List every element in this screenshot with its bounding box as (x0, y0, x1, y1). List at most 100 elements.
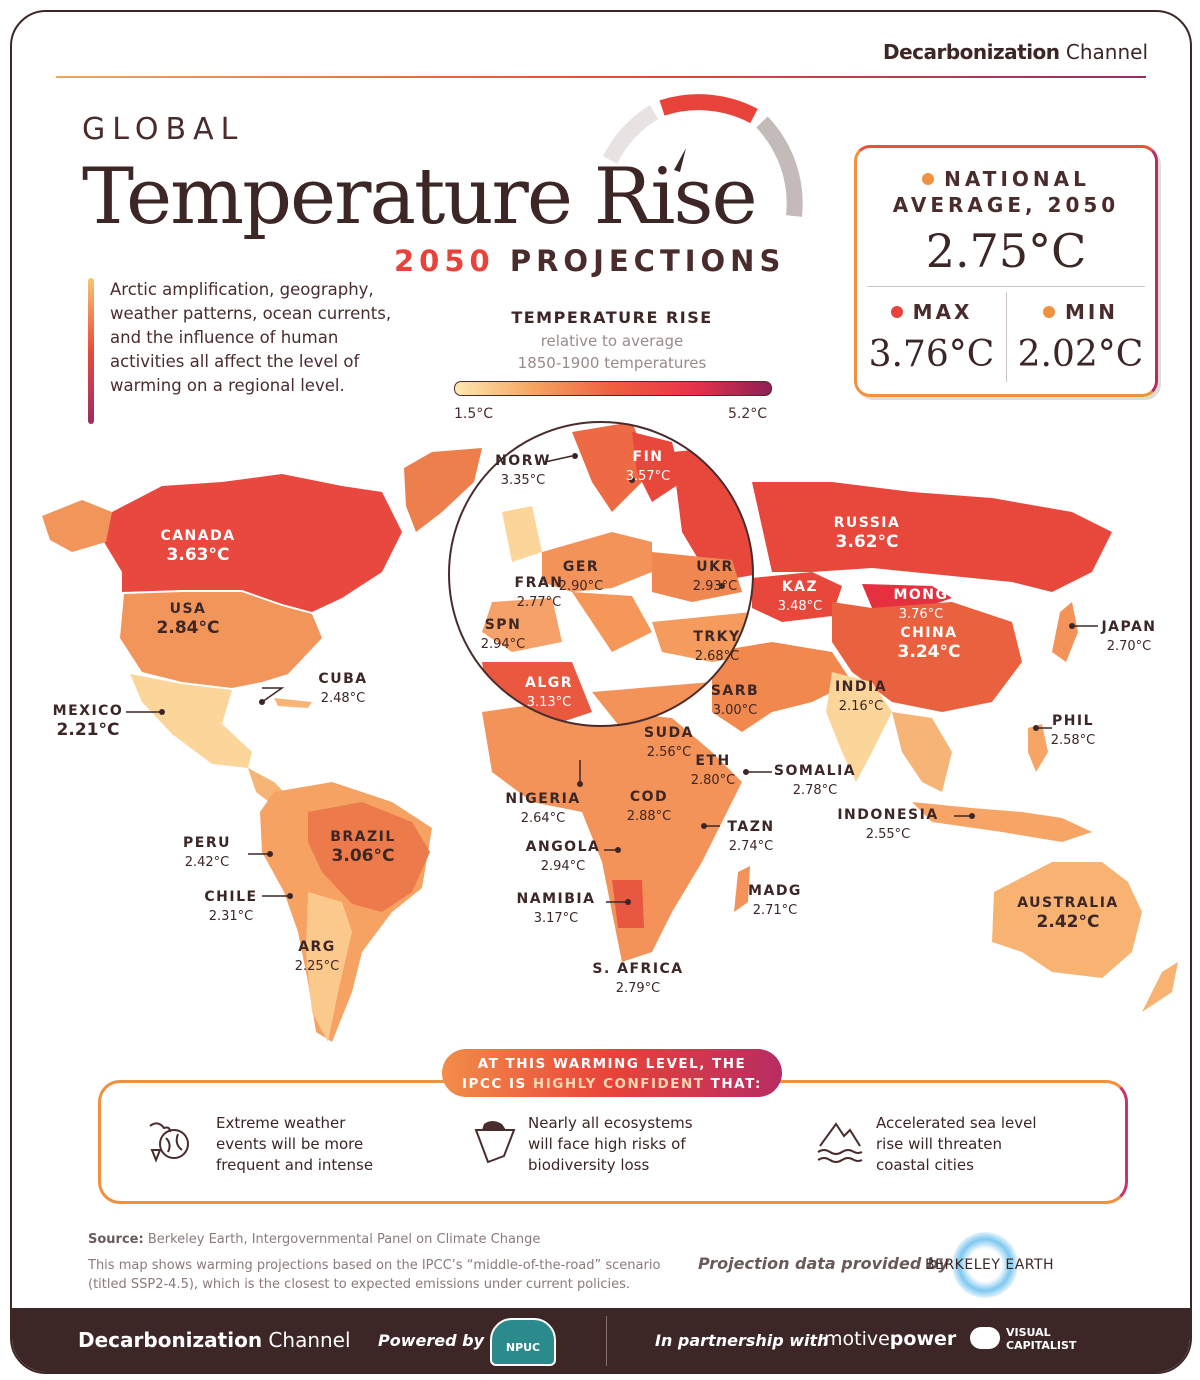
label-germany: GER 2.90°C (558, 559, 604, 594)
visual-capitalist-logo-text: VISUAL CAPITALIST (1006, 1326, 1077, 1352)
npuc-logo-text: NPUC (505, 1341, 541, 1354)
provided-by-label: Projection data provided by (698, 1254, 949, 1273)
motivepower-logo: motivepower (824, 1328, 957, 1350)
label-japan: JAPAN 2.70°C (1101, 619, 1157, 654)
brand-logo-top: Decarbonization Channel (882, 40, 1148, 64)
stats-divider (867, 286, 1145, 287)
footer-brand-logo: Decarbonization Channel (78, 1328, 351, 1352)
label-finland: FIN 3.57°C (625, 449, 671, 484)
canada-shape (104, 474, 402, 612)
label-indonesia: INDONESIA 2.55°C (837, 807, 939, 842)
ipcc-item-weather: Extreme weather events will be more freq… (216, 1114, 374, 1174)
philippines-shape (1028, 724, 1048, 772)
footer-bar: Decarbonization Channel Powered by NPUC … (12, 1308, 1190, 1372)
ipcc-item-sea-level: Accelerated sea level rise will threaten… (876, 1114, 1037, 1174)
visual-capitalist-logo-icon (970, 1327, 1000, 1349)
title-global: GLOBAL (82, 112, 245, 147)
partnership-label: In partnership with (655, 1331, 829, 1350)
legend-subtitle: relative to average 1850-1900 temperature… (517, 332, 707, 372)
world-map (42, 94, 1178, 1042)
avg-dot-icon (922, 172, 935, 185)
intro-accent-bar (88, 278, 94, 424)
label-philippines: PHIL 2.58°C (1050, 713, 1096, 748)
label-france: FRAN 2.77°C (514, 575, 564, 610)
stats-panel: NATIONAL AVERAGE, 2050 2.75°C MAX 3.76°C… (854, 145, 1158, 397)
label-somalia: SOMALIA 2.78°C (773, 763, 857, 798)
national-average-value: 2.75°C (925, 224, 1087, 278)
berkeley-earth-logo-icon (952, 1232, 1018, 1298)
alaska-shape (42, 500, 112, 552)
label-mongolia: MONG 3.76°C (893, 587, 949, 622)
stats-divider-vertical (1006, 292, 1007, 382)
madagascar-shape (734, 866, 750, 912)
title-subtitle: 2050 PROJECTIONS (394, 244, 786, 278)
footer-divider (606, 1316, 607, 1366)
title-main: Temperature Rise (82, 152, 758, 242)
label-mexico: MEXICO 2.21°C (52, 703, 124, 740)
japan-shape (1052, 602, 1078, 662)
brazil-shape (308, 802, 430, 912)
legend-max-label: 5.2°C (728, 406, 768, 422)
leader-lines (126, 455, 1098, 903)
africa-shape (482, 702, 742, 962)
label-south-africa: S. AFRICA 2.79°C (592, 961, 684, 996)
label-canada: CANADA 3.63°C (160, 528, 236, 565)
top-divider (56, 76, 1146, 78)
new-zealand-shape (1142, 962, 1178, 1012)
cuba-shape (274, 698, 312, 708)
label-chile: CHILE 2.31°C (204, 889, 258, 924)
storm-globe-icon (149, 1122, 189, 1163)
label-nigeria: NIGERIA 2.64°C (505, 791, 581, 826)
label-norway: NORW 3.35°C (495, 453, 551, 488)
india-shape (826, 672, 892, 782)
infographic-frame: Decarbonization Channel (10, 10, 1192, 1374)
leader-dots (159, 453, 1075, 905)
methodology-note: This map shows warming projections based… (88, 1258, 661, 1292)
polar-bear-icon (474, 1121, 516, 1164)
legend-color-scale (454, 381, 772, 396)
argentina-shape (306, 892, 352, 1042)
max-dot-icon (890, 305, 903, 318)
legend-title: TEMPERATURE RISE (511, 308, 713, 327)
label-saudi-arabia: SARB 3.00°C (710, 683, 760, 718)
legend-min-label: 1.5°C (454, 406, 494, 422)
australia-shape (992, 862, 1142, 978)
label-ukraine: UKR 2.93°C (692, 559, 738, 594)
min-dot-icon (1042, 305, 1055, 318)
label-congo: COD 2.88°C (626, 789, 672, 824)
greenland-shape (404, 448, 482, 532)
southeast-asia-shape (892, 712, 952, 792)
national-average-label: NATIONAL AVERAGE, 2050 (892, 167, 1120, 217)
ipcc-item-biodiversity: Nearly all ecosystems will face high ris… (528, 1114, 693, 1174)
label-brazil: BRAZIL 3.06°C (330, 829, 396, 866)
gauge-icon (602, 94, 803, 217)
label-australia: AUSTRALIA 2.42°C (1017, 895, 1119, 932)
label-sudan: SUDA 2.56°C (644, 725, 694, 760)
berkeley-earth-logo-text: BERKELEY EARTH (925, 1257, 1055, 1273)
indonesia-shape (912, 802, 1092, 842)
china-shape (832, 602, 1022, 712)
usa-shape (120, 592, 322, 688)
label-tanzania: TAZN 2.74°C (727, 819, 775, 854)
mexico-shape (130, 674, 252, 768)
label-russia: RUSSIA 3.62°C (833, 515, 901, 552)
label-china: CHINA 3.24°C (897, 625, 961, 662)
label-kazakhstan: KAZ 3.48°C (777, 579, 823, 614)
ipcc-panel (98, 1080, 1128, 1204)
label-usa: USA 2.84°C (156, 601, 220, 638)
label-peru: PERU 2.42°C (183, 835, 231, 870)
kazakhstan-shape (752, 572, 842, 622)
sea-level-icon (817, 1122, 863, 1163)
label-india: INDIA 2.16°C (834, 679, 888, 714)
label-spain: SPN 2.94°C (480, 617, 526, 652)
label-madagascar: MADG 2.71°C (748, 883, 802, 918)
label-angola: ANGOLA 2.94°C (525, 839, 601, 874)
middle-east-shape (712, 642, 852, 732)
label-ethiopia: ETH 2.80°C (690, 753, 736, 788)
russia-shape (752, 482, 1112, 592)
max-stat: MAX 3.76°C (868, 300, 995, 375)
label-cuba: CUBA 2.48°C (318, 671, 368, 706)
label-namibia: NAMIBIA 3.17°C (516, 891, 596, 926)
label-turkey: TRKY 2.68°C (693, 629, 741, 664)
npuc-logo-icon (490, 1318, 556, 1366)
